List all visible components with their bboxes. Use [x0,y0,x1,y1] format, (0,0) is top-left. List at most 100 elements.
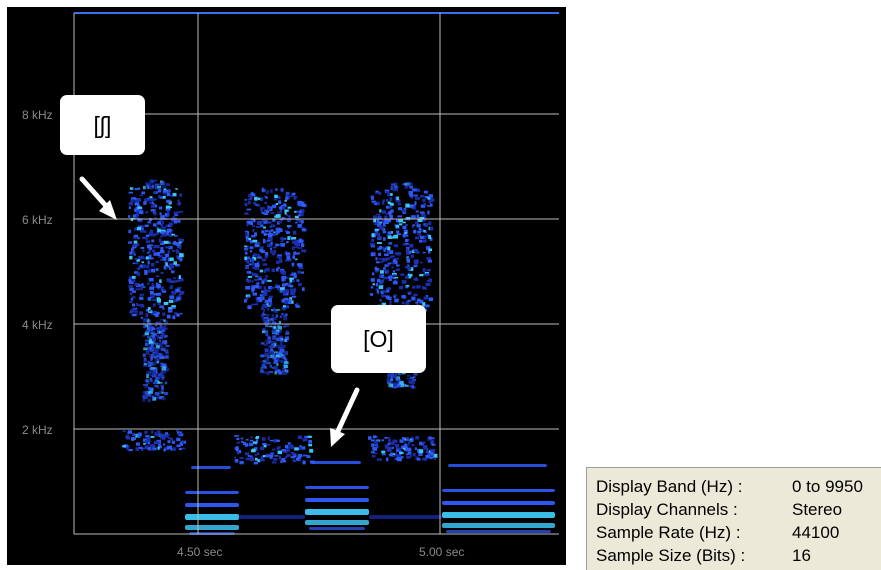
spectral-energy-speck [406,447,412,451]
spectral-energy-speck [256,221,262,225]
spectral-energy-speck [265,196,268,199]
spectral-energy-speck [290,279,295,283]
spectral-energy-speck [252,239,258,243]
harmonic-band [239,515,305,519]
spectral-energy-speck [143,198,148,203]
spectral-energy-speck [157,228,161,233]
spectral-energy-speck [407,299,411,302]
spectral-energy-speck [159,279,162,283]
spectral-energy-speck [418,452,423,456]
spectral-energy-speck [236,438,240,441]
spectral-energy-speck [260,369,264,373]
spectral-energy-speck [401,445,403,449]
spectral-energy-speck [157,386,159,389]
spectral-energy-speck [262,328,266,332]
spectral-energy-speck [414,201,417,206]
spectral-energy-speck [268,230,271,234]
spectral-energy-speck [407,374,411,377]
spectral-energy-speck [411,384,414,389]
spectral-energy-speck [261,354,264,358]
spectral-energy-speck [245,443,249,446]
spectral-energy-speck [272,448,276,451]
spectral-energy-speck [271,366,277,369]
spectral-energy-speck [160,334,163,337]
spectral-energy-speck [161,347,166,352]
spectral-energy-speck [271,321,276,325]
spectral-energy-speck [158,396,162,400]
spectral-energy-speck [178,244,182,247]
spectral-energy-speck [143,357,146,361]
spectral-energy-speck [146,318,150,323]
spectral-energy-speck [374,222,379,226]
spectral-energy-speck [384,437,388,439]
spectral-energy-speck [174,312,178,315]
spectral-energy-speck [248,263,252,266]
spectral-energy-speck [292,459,296,463]
spectral-energy-speck [292,255,295,260]
spectral-energy-speck [122,430,126,433]
spectral-energy-speck [429,226,434,231]
spectral-energy-speck [402,233,406,238]
spectral-energy-speck [153,369,156,372]
spectral-energy-speck [167,445,173,450]
spectral-energy-speck [165,253,169,258]
spectral-energy-speck [280,371,283,374]
spectral-energy-speck [414,221,419,224]
spectral-energy-speck [277,329,282,333]
spectral-energy-speck [401,280,407,284]
spectral-energy-speck [412,278,417,281]
spectral-energy-speck [413,229,416,234]
spectral-energy-speck [291,272,297,276]
spectral-energy-speck [173,211,178,216]
spectral-energy-speck [128,449,133,452]
spectral-energy-speck [375,261,380,264]
spectral-energy-speck [279,287,285,290]
spectral-energy-speck [385,199,389,202]
spectral-energy-speck [244,452,249,456]
spectral-energy-speck [372,283,375,286]
spectral-energy-speck [419,211,425,214]
sh-phoneme-callout: [ʃ] [60,95,145,155]
spectral-energy-speck [423,190,428,194]
spectral-energy-speck [149,229,154,234]
spectral-energy-speck [269,456,273,459]
spectral-energy-speck [268,350,274,354]
spectral-energy-speck [158,294,162,297]
spectral-energy-speck [301,446,306,450]
spectral-energy-speck [378,274,382,278]
spectral-energy-speck [178,246,181,248]
spectral-energy-speck [252,266,256,269]
spectral-energy-speck [415,210,419,213]
spectral-energy-speck [395,226,400,229]
spectral-energy-speck [129,251,133,255]
spectral-energy-speck [171,440,175,444]
spectral-energy-speck [284,209,289,212]
spectral-energy-speck [301,249,307,253]
spectral-energy-speck [410,186,414,190]
spectral-energy-speck [176,252,182,254]
spectral-energy-speck [128,241,133,244]
spectral-energy-speck [283,305,286,308]
spectral-energy-speck [160,374,165,377]
spectral-energy-speck [396,446,399,451]
spectral-energy-speck [131,248,134,252]
spectral-energy-speck [164,213,169,217]
spectral-energy-speck [302,460,306,465]
spectral-energy-speck [407,291,412,294]
spectral-energy-speck [281,276,287,280]
spectral-energy-speck [177,202,181,206]
spectral-energy-speck [285,194,289,197]
spectral-energy-speck [254,453,257,457]
spectral-energy-speck [132,243,136,248]
spectral-energy-speck [376,220,380,223]
spectral-energy-speck [148,185,153,190]
spectral-energy-speck [251,273,257,276]
spectral-energy-speck [167,209,170,212]
spectral-energy-speck [165,231,169,236]
spectral-energy-speck [393,244,399,248]
spectral-energy-speck [159,212,162,216]
spectral-energy-speck [155,345,160,349]
harmonic-band [185,514,239,520]
spectral-energy-speck [138,446,143,449]
spectral-energy-speck [272,246,277,249]
